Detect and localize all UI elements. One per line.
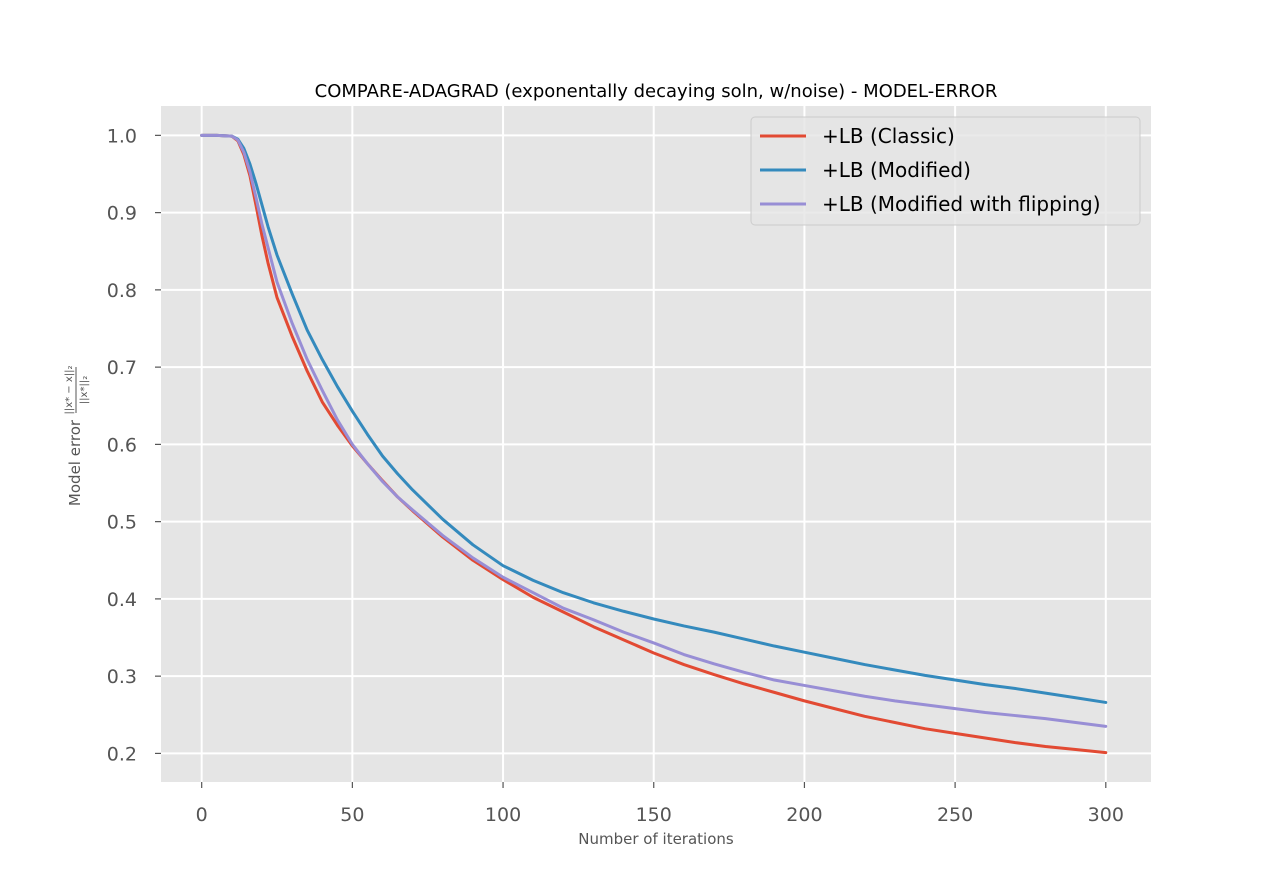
x-tick-label: 250 <box>937 804 973 826</box>
y-tick-label: 0.6 <box>107 434 137 456</box>
y-tick-label: 1.0 <box>107 125 137 147</box>
y-tick-label: 0.4 <box>107 589 137 611</box>
series-layer <box>200 133 1108 755</box>
y-tick-label: 0.3 <box>107 666 137 688</box>
y-axis-label-denominator: ||x*||₂ <box>79 376 90 404</box>
x-tick-label: 200 <box>786 804 822 826</box>
legend-items: +LB (Classic) +LB (Modified) +LB (Modified… <box>760 124 1101 216</box>
x-axis-label: Number of iterations <box>578 830 734 848</box>
y-tick-label: 0.8 <box>107 280 137 302</box>
x-tick-label: 50 <box>340 804 364 826</box>
x-tick-label: 0 <box>196 804 208 826</box>
legend-label: +LB (Modified) <box>822 158 971 182</box>
series-line-1 <box>200 133 1108 755</box>
legend-label: +LB (Classic) <box>822 124 955 148</box>
series-line-3 <box>200 133 1108 728</box>
y-tick-label: 0.5 <box>107 512 137 534</box>
legend: +LB (Classic) +LB (Modified) +LB (Modified… <box>750 116 1141 226</box>
x-axis-ticks: 0 50 100 150 200 250 300 <box>196 782 1124 826</box>
series-line-2 <box>200 133 1108 704</box>
x-tick-label: 100 <box>485 804 521 826</box>
y-tick-label: 0.9 <box>107 203 137 225</box>
y-axis-label: Model error ||x* − x||₂ ||x*||₂ <box>64 365 90 506</box>
y-axis-label-prefix: Model error <box>66 419 84 506</box>
x-tick-label: 300 <box>1088 804 1124 826</box>
x-tick-label: 150 <box>636 804 672 826</box>
y-axis-ticks: 0.2 0.3 0.4 0.5 0.6 0.7 0.8 0.9 1.0 <box>107 125 161 765</box>
chart-title: COMPARE-ADAGRAD (exponentally decaying s… <box>315 81 998 102</box>
legend-box <box>750 116 1141 226</box>
y-tick-label: 0.7 <box>107 357 137 379</box>
y-tick-label: 0.2 <box>107 743 137 765</box>
legend-label: +LB (Modified with flipping) <box>822 192 1101 216</box>
y-axis-label-numerator: ||x* − x||₂ <box>64 365 75 414</box>
